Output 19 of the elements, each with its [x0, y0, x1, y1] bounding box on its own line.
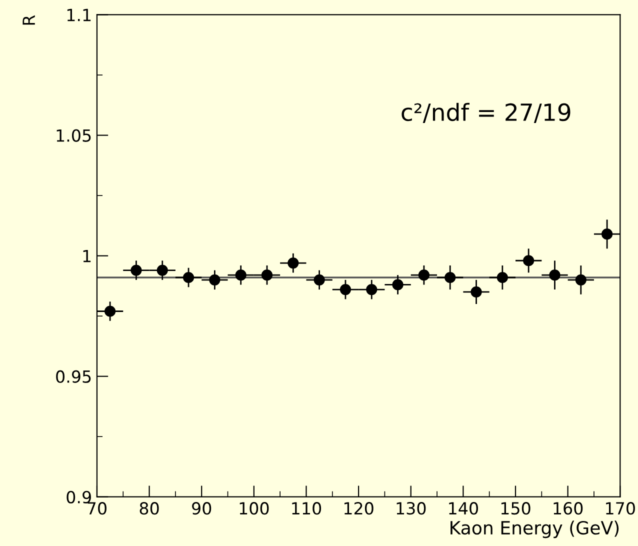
- x-tick-label: 140: [449, 502, 478, 515]
- annotation: c²/ndf = 27/19: [402, 102, 570, 123]
- x-tick-label: 110: [292, 502, 322, 515]
- x-tick-label: 120: [344, 502, 374, 515]
- x-tick-label: 90: [192, 502, 212, 515]
- x-tick-label: 100: [240, 502, 269, 515]
- y-tick-label: 1: [83, 250, 91, 262]
- x-tick-label: 160: [554, 502, 583, 515]
- y-tick-label: 1.1: [67, 8, 91, 22]
- x-tick-label: 80: [140, 502, 159, 515]
- y-tick-label: 0.9: [66, 490, 91, 504]
- x-tick-label: 70: [88, 502, 106, 515]
- y-tick-label: 0.95: [56, 370, 91, 383]
- x-tick-label: 170: [606, 502, 635, 515]
- x-tick-label: 150: [501, 502, 530, 515]
- y-axis-title: R: [22, 15, 35, 25]
- y-tick-label: 1.05: [56, 129, 91, 142]
- x-axis-title: Kaon Energy (GeV): [450, 520, 619, 538]
- x-tick-label: 130: [396, 502, 426, 515]
